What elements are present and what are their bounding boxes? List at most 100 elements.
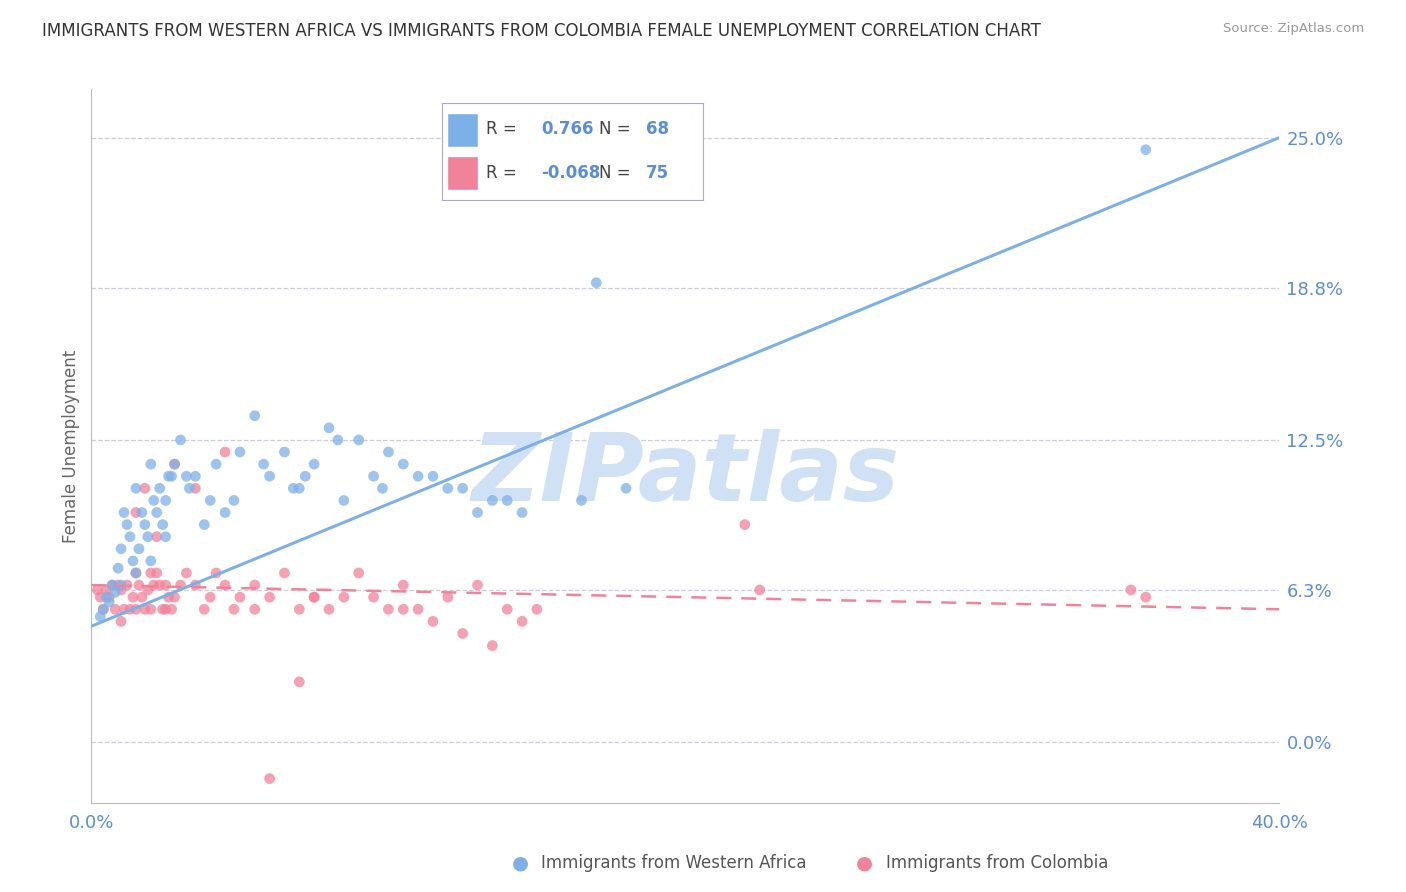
Point bbox=[155, 493, 177, 508]
Point bbox=[163, 457, 186, 471]
Point bbox=[200, 493, 222, 508]
Point bbox=[481, 493, 503, 508]
Point bbox=[128, 578, 150, 592]
Point bbox=[243, 602, 266, 616]
Point bbox=[125, 566, 148, 580]
Point bbox=[139, 602, 162, 616]
Point bbox=[136, 530, 159, 544]
Point bbox=[169, 433, 191, 447]
Point bbox=[86, 582, 108, 597]
Point bbox=[392, 578, 415, 592]
Point bbox=[288, 602, 311, 616]
Point bbox=[283, 481, 305, 495]
Point bbox=[155, 602, 177, 616]
Point bbox=[128, 541, 150, 556]
Point bbox=[149, 481, 172, 495]
Point bbox=[526, 602, 548, 616]
Point bbox=[467, 506, 489, 520]
Point bbox=[406, 602, 429, 616]
Point bbox=[89, 609, 111, 624]
Point bbox=[496, 602, 519, 616]
Point bbox=[205, 566, 228, 580]
Point bbox=[134, 602, 156, 616]
Point bbox=[163, 457, 186, 471]
Point bbox=[160, 469, 183, 483]
Point bbox=[104, 602, 127, 616]
Point bbox=[347, 566, 370, 580]
Point bbox=[229, 590, 252, 604]
Point bbox=[243, 409, 266, 423]
Text: IMMIGRANTS FROM WESTERN AFRICA VS IMMIGRANTS FROM COLOMBIA FEMALE UNEMPLOYMENT C: IMMIGRANTS FROM WESTERN AFRICA VS IMMIGR… bbox=[42, 22, 1040, 40]
Point bbox=[253, 457, 276, 471]
Point bbox=[451, 481, 474, 495]
Point bbox=[176, 469, 198, 483]
Point bbox=[259, 469, 281, 483]
Point bbox=[104, 585, 127, 599]
Point bbox=[273, 445, 295, 459]
Point bbox=[101, 578, 124, 592]
Point bbox=[118, 602, 141, 616]
Point bbox=[155, 530, 177, 544]
Point bbox=[152, 517, 174, 532]
Point bbox=[363, 469, 385, 483]
Text: ZIPatlas: ZIPatlas bbox=[471, 428, 900, 521]
Point bbox=[205, 457, 228, 471]
Point bbox=[155, 578, 177, 592]
Text: ●: ● bbox=[856, 854, 873, 873]
Point bbox=[160, 602, 183, 616]
Point bbox=[91, 602, 114, 616]
Point bbox=[110, 582, 132, 597]
Point bbox=[222, 493, 245, 508]
Point bbox=[347, 433, 370, 447]
Point bbox=[193, 517, 215, 532]
Point bbox=[326, 433, 349, 447]
Point bbox=[169, 578, 191, 592]
Point bbox=[134, 481, 156, 495]
Point bbox=[142, 493, 165, 508]
Point bbox=[98, 595, 121, 609]
Point bbox=[748, 582, 770, 597]
Point bbox=[122, 554, 145, 568]
Point bbox=[110, 541, 132, 556]
Point bbox=[134, 517, 156, 532]
Point bbox=[333, 493, 356, 508]
Point bbox=[1135, 590, 1157, 604]
Point bbox=[377, 602, 399, 616]
Point bbox=[96, 590, 118, 604]
Point bbox=[229, 445, 252, 459]
Point bbox=[131, 506, 153, 520]
Point bbox=[200, 590, 222, 604]
Point bbox=[214, 578, 236, 592]
Point bbox=[467, 578, 489, 592]
Point bbox=[302, 590, 325, 604]
Point bbox=[318, 421, 340, 435]
Point bbox=[302, 590, 325, 604]
Point bbox=[91, 602, 114, 616]
Point bbox=[273, 566, 295, 580]
Point bbox=[259, 590, 281, 604]
Point bbox=[125, 602, 148, 616]
Point bbox=[302, 457, 325, 471]
Point bbox=[243, 578, 266, 592]
Point bbox=[125, 566, 148, 580]
Point bbox=[107, 561, 129, 575]
Point bbox=[118, 530, 141, 544]
Point bbox=[163, 590, 186, 604]
Point bbox=[110, 615, 132, 629]
Point bbox=[214, 506, 236, 520]
Point bbox=[89, 590, 111, 604]
Point bbox=[510, 615, 533, 629]
Point bbox=[422, 469, 444, 483]
Point bbox=[222, 602, 245, 616]
Point bbox=[184, 481, 207, 495]
Text: Source: ZipAtlas.com: Source: ZipAtlas.com bbox=[1223, 22, 1364, 36]
Point bbox=[481, 639, 503, 653]
Point bbox=[139, 554, 162, 568]
Point bbox=[392, 602, 415, 616]
Text: Immigrants from Colombia: Immigrants from Colombia bbox=[886, 855, 1108, 872]
Point bbox=[333, 590, 356, 604]
Point bbox=[101, 578, 124, 592]
Point bbox=[614, 481, 637, 495]
Point bbox=[1135, 143, 1157, 157]
Point bbox=[1119, 582, 1142, 597]
